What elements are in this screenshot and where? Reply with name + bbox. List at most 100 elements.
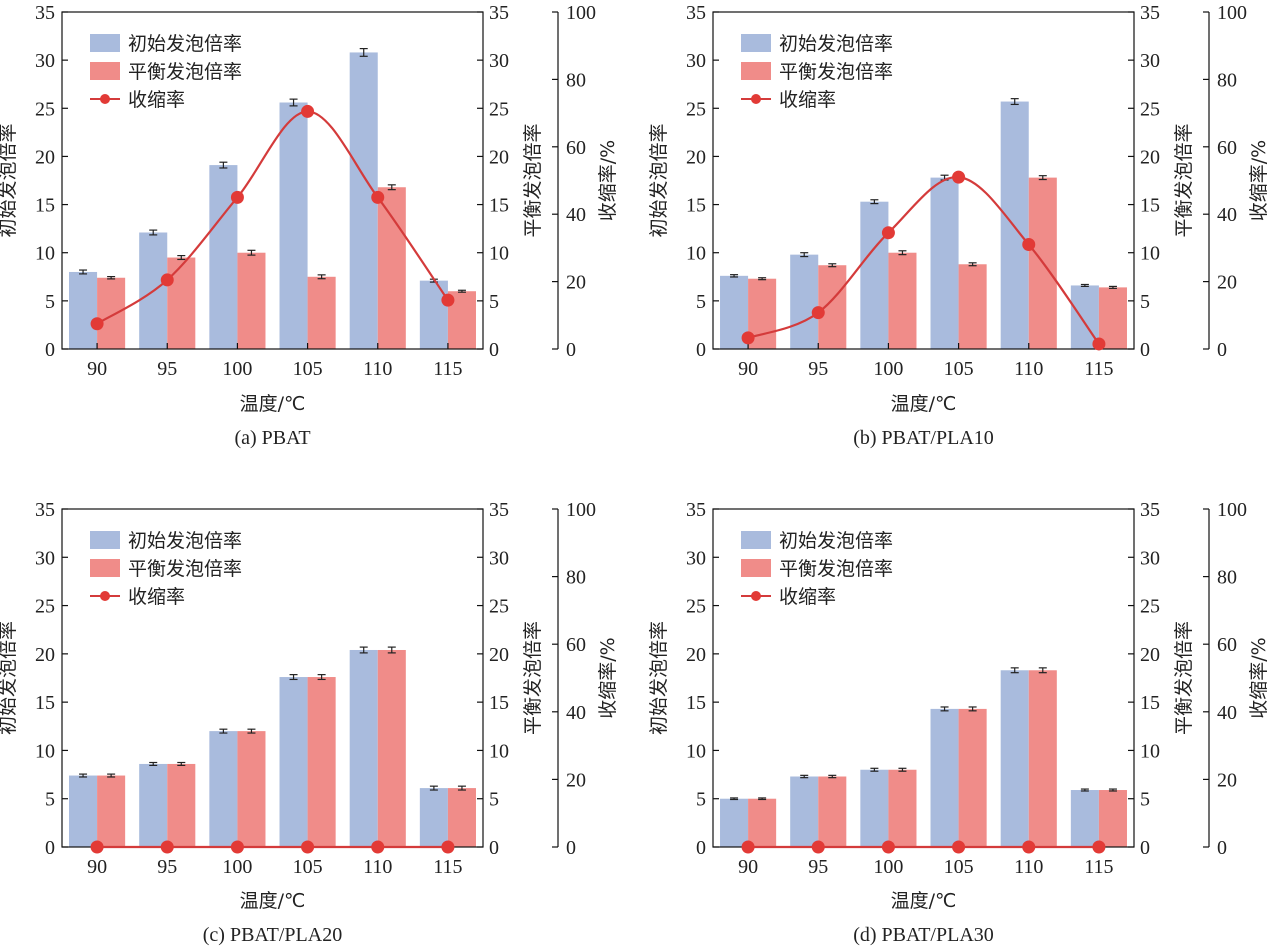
tick-label-shrinkage: 80 (1217, 567, 1237, 589)
bar-equilibrium-100 (237, 252, 266, 349)
tick-label-left: 0 (696, 339, 706, 361)
errorbar-equilibrium-90 (107, 773, 116, 778)
tick-label-left: 15 (35, 195, 55, 217)
bar-initial-95 (139, 763, 168, 847)
shrinkage-point-115 (1092, 337, 1106, 351)
legend-swatch-initial (90, 531, 120, 549)
legend-label-shrinkage: 收缩率 (779, 586, 836, 608)
errorbar-initial-95 (800, 252, 809, 258)
shrinkage-point-115 (441, 840, 455, 854)
tick-label-shrinkage: 100 (1217, 499, 1247, 521)
tick-label-right: 30 (1140, 50, 1160, 72)
shrinkage-point-90 (741, 840, 755, 854)
bar-equilibrium-115 (447, 788, 476, 847)
tick-label-right: 10 (489, 243, 509, 265)
tick-label-x: 95 (157, 856, 177, 878)
bar-equilibrium-95 (818, 776, 847, 847)
bar-equilibrium-95 (818, 265, 847, 349)
x-axis-title: 温度/℃ (891, 890, 957, 912)
errorbar-equilibrium-100 (898, 767, 907, 772)
tick-label-x: 110 (363, 358, 392, 380)
tick-label-x: 90 (738, 856, 758, 878)
chart-panel-d: 0 0 5 5 10 10 15 15 20 20 25 25 30 30 35 35 0 20 40 60 80 100… (648, 499, 1268, 946)
shrinkage-point-100 (230, 840, 244, 854)
tick-label-x: 100 (222, 358, 252, 380)
errorbar-initial-100 (870, 199, 879, 205)
bar-initial-105 (930, 177, 959, 349)
shrinkage-point-115 (441, 293, 455, 307)
y-axis-title-shrinkage: 收缩率/% (597, 140, 619, 221)
tick-label-left: 20 (686, 644, 706, 666)
tick-label-shrinkage: 40 (1217, 702, 1237, 724)
bar-initial-105 (930, 708, 959, 847)
errorbar-equilibrium-110 (387, 184, 396, 191)
tick-label-shrinkage: 60 (1217, 634, 1237, 656)
legend-marker-shrinkage (751, 591, 761, 601)
bar-initial-110 (1000, 670, 1029, 847)
tick-label-shrinkage: 0 (1217, 339, 1227, 361)
tick-label-left: 30 (35, 547, 55, 569)
chart-panel-a: 0 0 5 5 10 10 15 15 20 20 25 25 30 30 35 35 0 20 40 60 80 100… (0, 2, 619, 449)
errorbar-equilibrium-95 (177, 255, 186, 261)
chart-panel-c: 0 0 5 5 10 10 15 15 20 20 25 25 30 30 35 35 0 20 40 60 80 100… (0, 499, 619, 946)
errorbar-equilibrium-115 (457, 785, 466, 791)
bar-initial-100 (860, 201, 889, 349)
errorbar-initial-100 (219, 728, 228, 734)
bar-equilibrium-105 (307, 677, 336, 847)
tick-label-shrinkage: 20 (1217, 272, 1237, 294)
tick-label-right: 35 (489, 499, 509, 521)
bars (69, 646, 476, 847)
tick-label-right: 10 (1140, 243, 1160, 265)
tick-label-left: 5 (45, 291, 55, 313)
chart-panel-b: 0 0 5 5 10 10 15 15 20 20 25 25 30 30 35 35 0 20 40 60 80 100… (648, 2, 1268, 449)
errorbar-equilibrium-95 (828, 263, 837, 268)
errorbar-equilibrium-105 (968, 706, 977, 712)
errorbar-initial-110 (1010, 667, 1019, 674)
shrinkage-point-100 (881, 226, 895, 240)
errorbar-initial-115 (1080, 283, 1089, 288)
errorbar-initial-90 (730, 797, 739, 801)
shrinkage-point-110 (371, 840, 385, 854)
bar-initial-110 (349, 649, 378, 847)
bar-equilibrium-105 (958, 264, 987, 349)
bar-initial-115 (1070, 790, 1099, 847)
bar-equilibrium-90 (97, 775, 126, 847)
bar-equilibrium-115 (1098, 790, 1127, 847)
shrinkage-point-95 (160, 273, 174, 287)
tick-label-shrinkage: 60 (1217, 137, 1237, 159)
y-axis-title-right: 平衡发泡倍率 (1173, 123, 1195, 237)
tick-label-x: 90 (87, 856, 107, 878)
legend-label-equilibrium: 平衡发泡倍率 (128, 61, 242, 83)
tick-label-x: 95 (808, 856, 828, 878)
tick-label-left: 10 (686, 243, 706, 265)
tick-label-left: 10 (686, 740, 706, 762)
errorbar-equilibrium-90 (107, 275, 116, 280)
legend-label-equilibrium: 平衡发泡倍率 (779, 558, 893, 580)
legend-marker-shrinkage (751, 94, 761, 104)
legend-label-equilibrium: 平衡发泡倍率 (779, 61, 893, 83)
legend-swatch-initial (741, 531, 771, 549)
shrinkage-point-95 (811, 306, 825, 320)
tick-label-right: 0 (1140, 339, 1150, 361)
tick-label-shrinkage: 60 (566, 634, 586, 656)
errorbar-initial-100 (219, 161, 228, 169)
errorbar-equilibrium-105 (317, 674, 326, 681)
shrinkage-point-90 (741, 331, 755, 345)
tick-label-shrinkage: 0 (1217, 837, 1227, 859)
bars (720, 667, 1127, 847)
tick-label-x: 100 (222, 856, 252, 878)
errorbar-initial-90 (79, 269, 88, 275)
tick-label-right: 15 (489, 692, 509, 714)
tick-label-x: 105 (293, 856, 323, 878)
bar-equilibrium-90 (748, 798, 777, 847)
bar-equilibrium-90 (97, 277, 126, 349)
tick-label-right: 25 (489, 98, 509, 120)
errorbar-equilibrium-90 (758, 277, 767, 281)
errorbar-equilibrium-105 (317, 274, 326, 280)
tick-label-right: 15 (1140, 692, 1160, 714)
errorbar-initial-110 (359, 646, 368, 654)
chart-caption: (a) PBAT (234, 427, 310, 449)
shrinkage-point-110 (371, 190, 385, 204)
y-axis-title-left: 初始发泡倍率 (0, 123, 19, 237)
